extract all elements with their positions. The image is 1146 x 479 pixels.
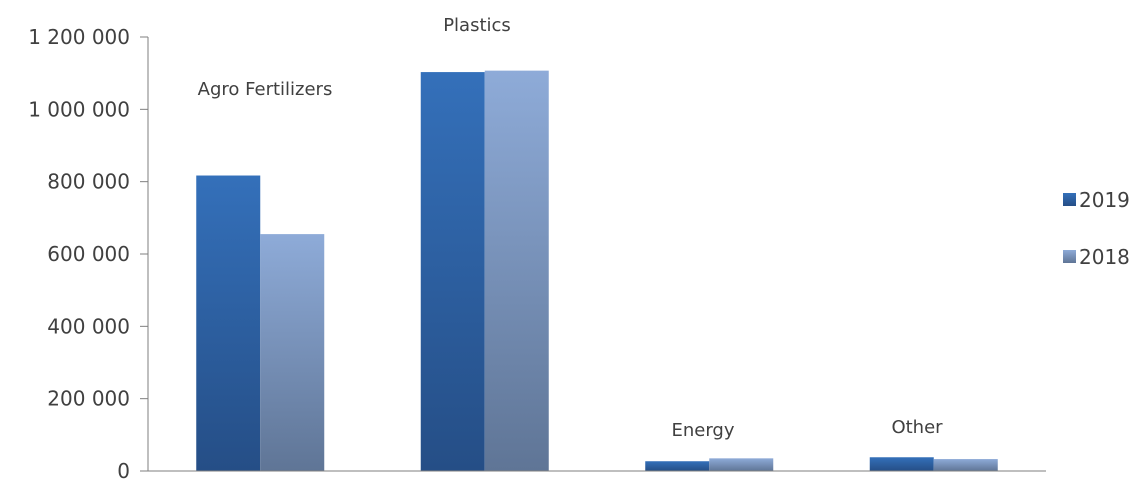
category-label: Other xyxy=(891,417,943,438)
legend-label: 2018 xyxy=(1079,245,1130,269)
bar-2018-plastics xyxy=(484,70,549,471)
category-label: Plastics xyxy=(443,15,511,36)
bar-2018-energy xyxy=(709,458,774,471)
legend-item-2019: 2019 xyxy=(1063,188,1130,212)
bar-2019-other xyxy=(869,457,934,471)
legend-swatch xyxy=(1063,193,1076,206)
legend-label: 2019 xyxy=(1079,188,1130,212)
category-label: Agro Fertilizers xyxy=(198,79,333,100)
y-tick-label: 200 000 xyxy=(47,387,130,411)
legend-item-2018: 2018 xyxy=(1063,245,1130,269)
bar-2018-other xyxy=(933,459,998,471)
y-tick-label: 1 200 000 xyxy=(28,25,130,49)
category-labels: Agro Fertilizers Plastics Energy Other xyxy=(198,15,943,441)
category-label: Energy xyxy=(671,420,734,441)
legend: 2019 2018 xyxy=(1063,188,1130,269)
legend-swatch xyxy=(1063,250,1076,263)
bars xyxy=(196,70,998,472)
bar-2019-plastics xyxy=(420,72,485,471)
y-tick-label: 400 000 xyxy=(47,314,130,338)
y-tick-label: 600 000 xyxy=(47,242,130,266)
bar-2019-energy xyxy=(645,461,710,471)
y-tick-label: 800 000 xyxy=(47,170,130,194)
y-tick-label: 0 xyxy=(117,459,130,479)
bar-2018-agro-fertilizers xyxy=(260,234,325,471)
y-axis: 0 200 000 400 000 600 000 800 000 1 000 000 1 … xyxy=(28,25,149,479)
y-tick-label: 1 000 000 xyxy=(28,97,130,121)
bar-2019-agro-fertilizers xyxy=(196,175,261,472)
